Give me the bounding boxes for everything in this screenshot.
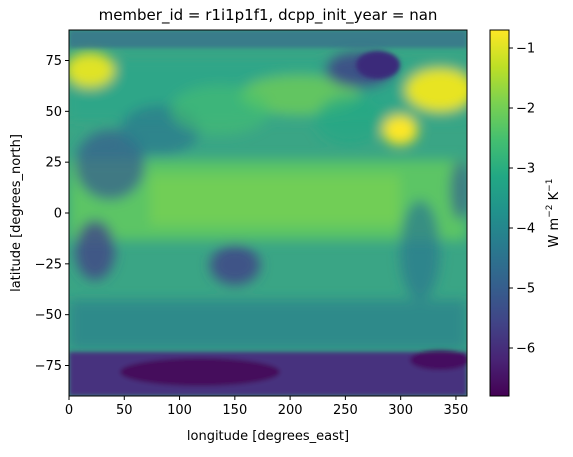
colorbar-label: W m−2 K−1 <box>545 179 562 248</box>
y-tick-label: −25 <box>35 257 62 272</box>
y-tick-label: −75 <box>35 359 62 374</box>
y-tick-label: 25 <box>45 156 62 171</box>
x-tick-label: 300 <box>388 403 413 418</box>
x-tick-label: 350 <box>444 403 469 418</box>
chart-title: member_id = r1i1p1f1, dcpp_init_year = n… <box>99 6 438 25</box>
colorbar-ticks: −6 −5 −4 −3 −2 −1 <box>509 42 535 357</box>
colorbar-tick-label: −4 <box>516 222 535 237</box>
x-tick-label: 250 <box>333 403 358 418</box>
y-tick-label: −50 <box>35 308 62 323</box>
heatmap-field <box>69 30 467 396</box>
x-tick-label: 50 <box>116 403 133 418</box>
y-tick-label: 0 <box>54 207 62 222</box>
colorbar-label-mid: K <box>547 191 562 204</box>
colorbar-label-exp2: −1 <box>545 179 555 192</box>
colorbar-tick-label: −6 <box>516 342 535 357</box>
colorbar-tick-label: −1 <box>516 42 535 57</box>
colorbar-tick-label: −2 <box>516 102 535 117</box>
colorbar-tick-label: −3 <box>516 162 535 177</box>
x-axis-label: longitude [degrees_east] <box>187 429 349 444</box>
y-tick-label: 50 <box>45 105 62 120</box>
x-tick-label: 100 <box>167 403 192 418</box>
y-axis: −75 −50 −25 0 25 50 75 <box>35 54 69 374</box>
x-tick-label: 150 <box>222 403 247 418</box>
colorbar-label-main: W m <box>547 218 562 248</box>
colorbar-label-exp1: −2 <box>545 205 555 218</box>
x-tick-label: 200 <box>278 403 303 418</box>
colorbar-tick-label: −5 <box>516 282 535 297</box>
colorbar <box>489 29 510 397</box>
y-axis-label: latitude [degrees_north] <box>9 134 24 292</box>
x-axis: 0 50 100 150 200 250 300 350 <box>65 396 468 418</box>
y-tick-label: 75 <box>45 54 62 69</box>
x-tick-label: 0 <box>65 403 73 418</box>
